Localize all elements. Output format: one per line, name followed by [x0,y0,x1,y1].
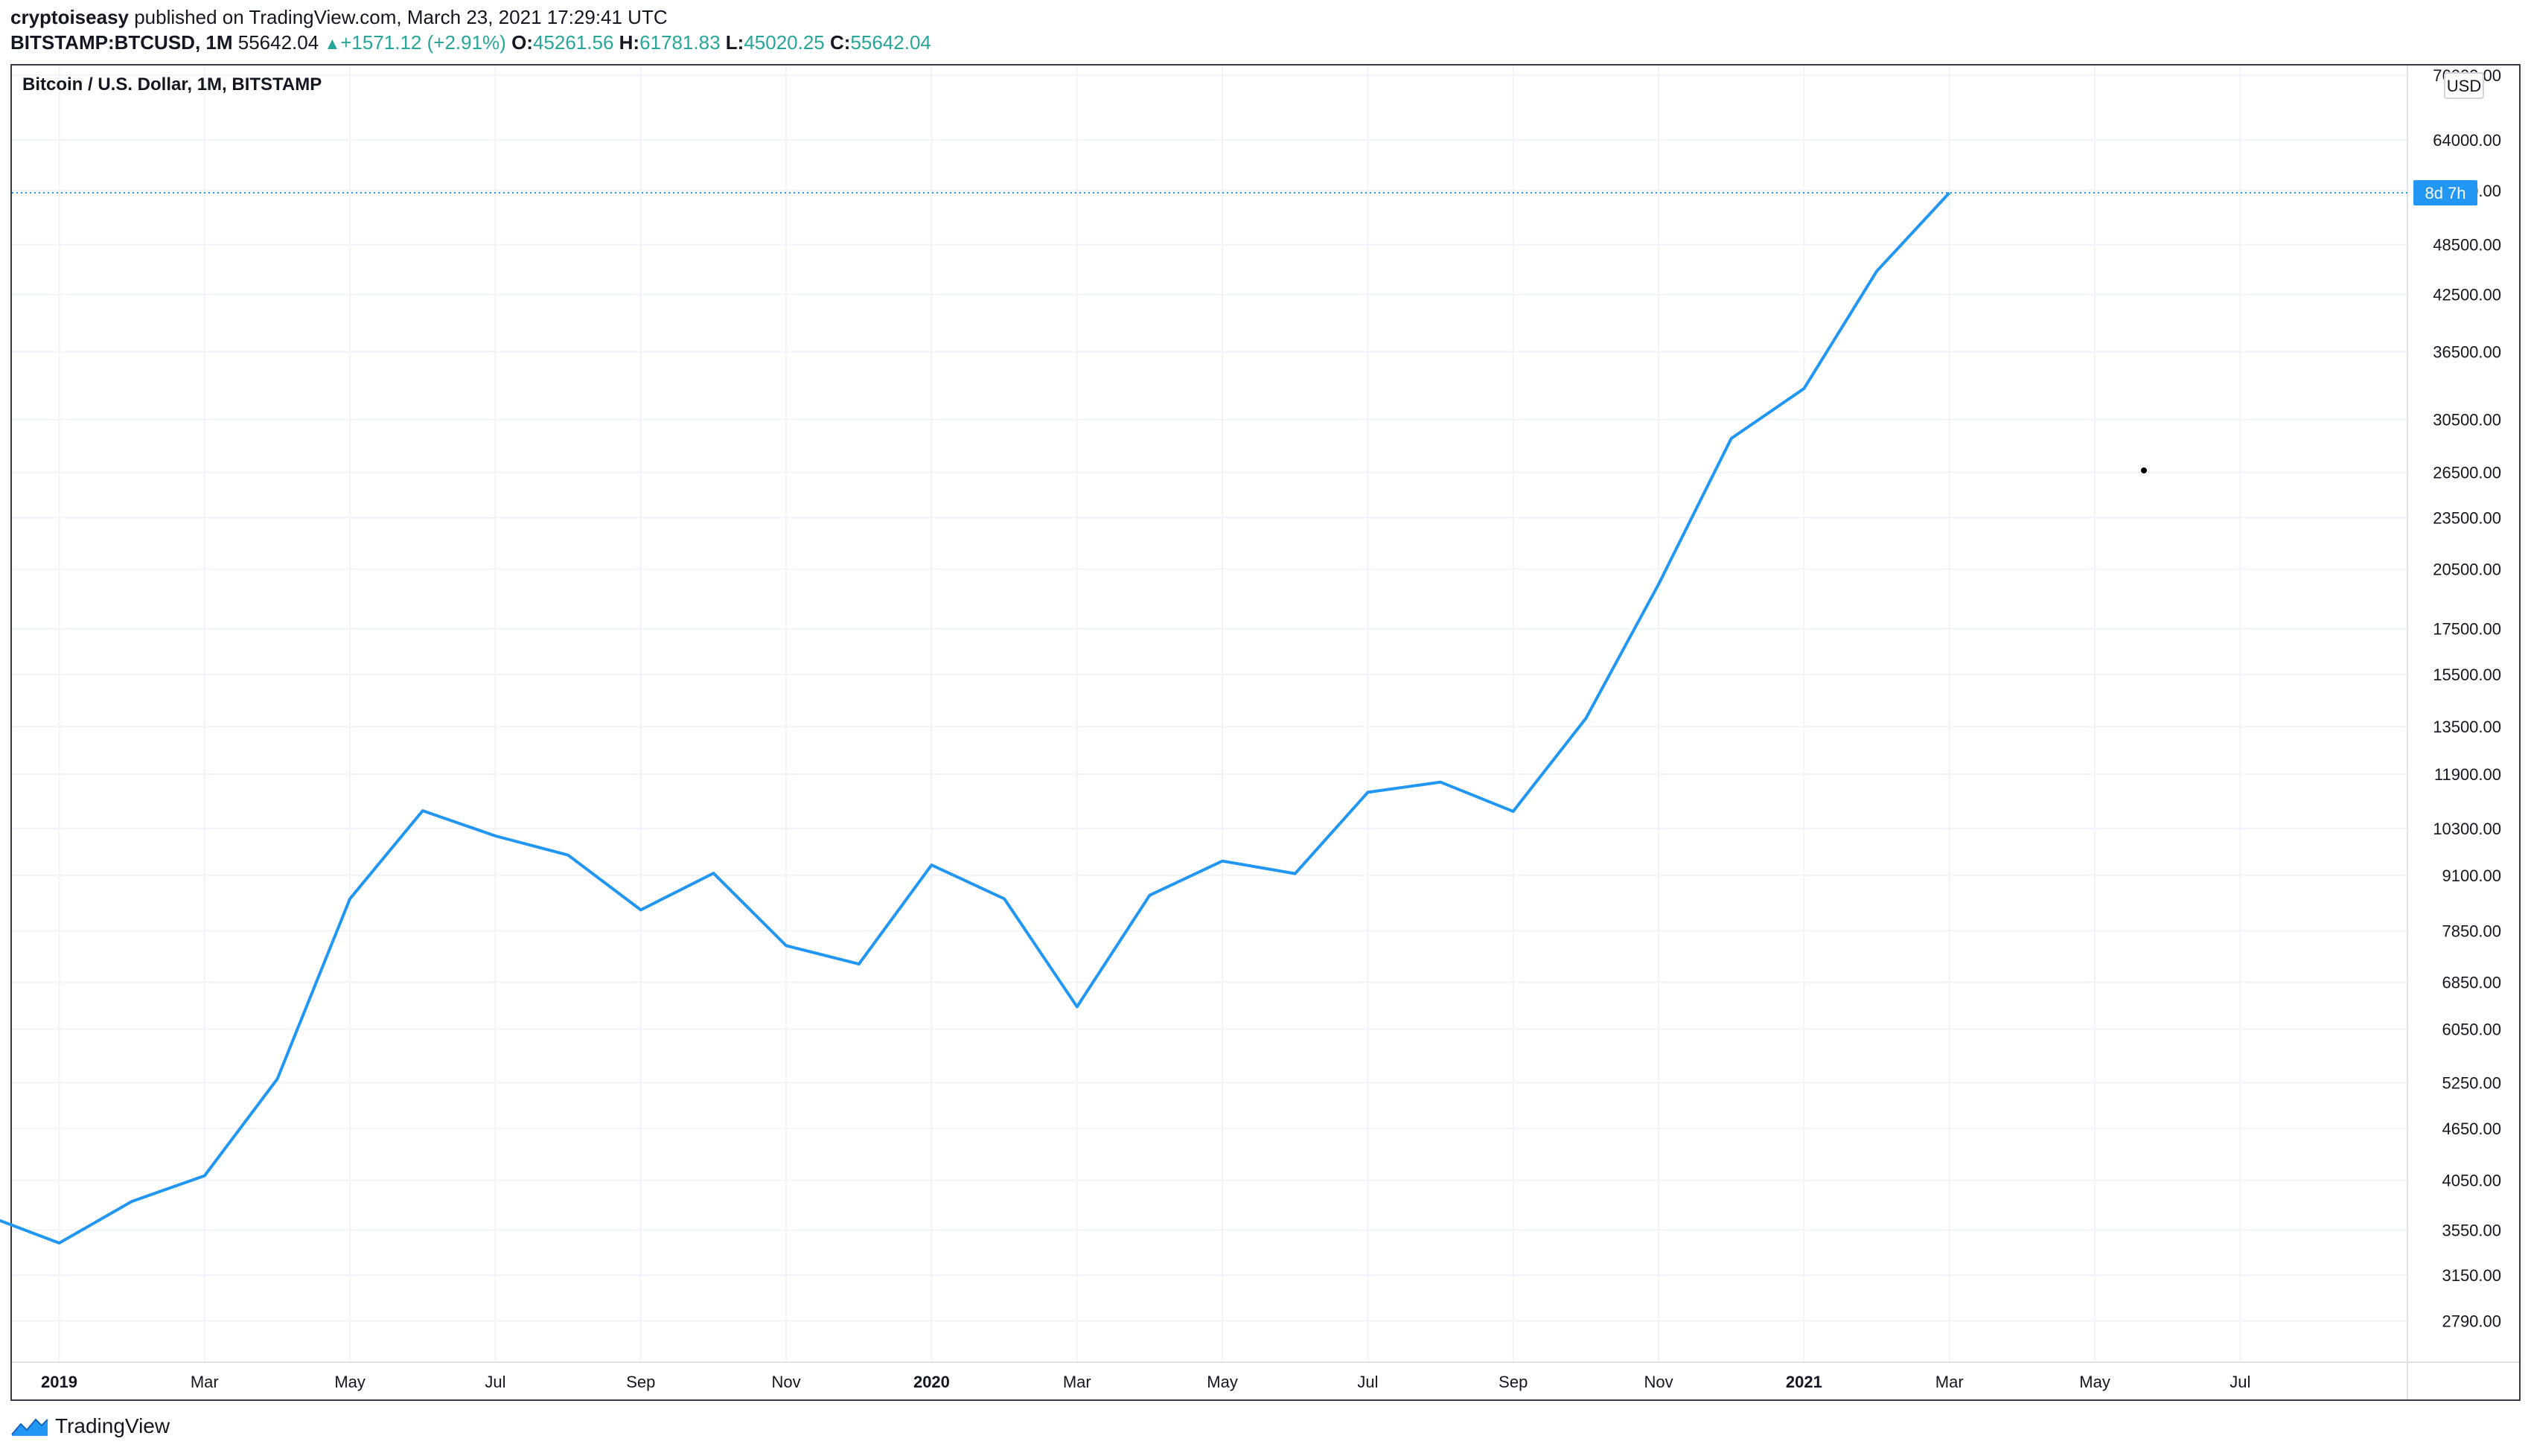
y-tick-label: 5250.00 [2442,1073,2501,1092]
low-value: 45020.25 [744,31,825,54]
data-point [1511,809,1516,814]
cursor-dot [2141,467,2147,473]
y-tick-label: 23500.00 [2433,508,2501,527]
x-tick-label: 2021 [1786,1373,1822,1391]
last-price: 55642.04 [237,31,319,54]
data-point [275,1077,279,1082]
chart-header: cryptoiseasy published on TradingView.co… [10,4,931,57]
y-tick-label: 6850.00 [2442,974,2501,992]
x-tick-label: May [334,1373,366,1391]
y-tick-label: 36500.00 [2433,343,2501,362]
y-tick-label: 17500.00 [2433,620,2501,639]
y-tick-label: 13500.00 [2433,718,2501,736]
y-tick-label: 42500.00 [2433,285,2501,304]
x-tick-label: Mar [191,1373,219,1391]
data-point [711,871,715,875]
chart-title: Bitcoin / U.S. Dollar, 1M, BITSTAMP [22,74,322,95]
x-tick-label: Nov [772,1373,801,1391]
data-point [1947,191,1952,195]
currency-badge [2444,72,2484,99]
data-point [1729,436,1734,441]
tradingview-logo-icon [11,1418,48,1436]
low-label: L: [725,31,744,54]
last-price-badge [2413,180,2477,206]
y-tick-label: 2790.00 [2442,1312,2501,1330]
high-label: H: [619,31,640,54]
data-point [1147,893,1152,898]
chart-frame[interactable] [10,64,2521,1401]
y-tick-label: 4650.00 [2442,1120,2501,1138]
data-point [202,1174,207,1178]
close-value: 55642.04 [850,31,931,54]
ohlc-line: BITSTAMP:BTCUSD, 1M 55642.04 ▲+1571.12 (… [10,30,931,57]
data-point [493,834,497,838]
high-value: 61781.83 [639,31,721,54]
data-point [130,1199,134,1204]
data-point [929,863,933,867]
close-label: C: [830,31,851,54]
y-tick-label: 15500.00 [2433,665,2501,684]
x-tick-label: 2020 [913,1373,950,1391]
tradingview-footer[interactable]: TradingView [10,1414,170,1438]
currency-badge-text: USD [2447,77,2481,95]
data-point [566,853,570,858]
data-point [1874,269,1879,273]
data-point [1583,716,1588,721]
data-point [421,808,425,813]
x-tick-label: Sep [626,1373,655,1391]
data-point [1656,582,1661,587]
y-tick-label: 3150.00 [2442,1266,2501,1285]
publish-text: published on TradingView.com, March 23, … [134,6,668,28]
data-point [1075,1004,1079,1009]
symbol-label: BITSTAMP:BTCUSD, 1M [10,31,233,54]
open-value: 45261.56 [532,31,614,54]
y-tick-label: 48500.00 [2433,236,2501,255]
data-point [1801,386,1806,391]
data-point [57,1241,61,1245]
x-tick-label: 2019 [41,1373,77,1391]
y-tick-label: 4050.00 [2442,1172,2501,1190]
data-point [1220,859,1225,863]
y-tick-label: 6050.00 [2442,1021,2501,1039]
last-price-badge-text: 8d 7h [2425,184,2465,202]
x-tick-label: Nov [1644,1373,1673,1391]
open-label: O: [511,31,533,54]
x-tick-label: Jul [1357,1373,1378,1391]
y-tick-label: 10300.00 [2433,820,2501,838]
author-name[interactable]: cryptoiseasy [10,6,129,28]
price-change: +1571.12 (+2.91%) [340,31,506,54]
y-tick-label: 30500.00 [2433,410,2501,429]
y-tick-label: 9100.00 [2442,866,2501,885]
data-point [1002,896,1006,901]
data-point [1365,790,1370,794]
x-tick-label: May [2079,1373,2110,1391]
x-tick-label: Mar [1935,1373,1964,1391]
data-point [784,943,788,948]
data-point [348,896,352,901]
y-tick-label: 20500.00 [2433,561,2501,579]
x-tick-label: Jul [2230,1373,2250,1391]
data-point [639,907,643,912]
data-point [857,962,861,966]
y-tick-label: 11900.00 [2434,765,2501,784]
x-tick-label: Jul [485,1373,505,1391]
y-tick-label: 64000.00 [2433,131,2501,150]
y-tick-label: 7850.00 [2442,922,2501,941]
data-point [1293,872,1298,876]
btc-price-line [0,191,1951,1245]
x-tick-label: May [1207,1373,1238,1391]
data-point [1438,780,1443,785]
publish-line: cryptoiseasy published on TradingView.co… [10,4,931,30]
tradingview-brand: TradingView [55,1414,170,1437]
x-tick-label: Sep [1499,1373,1528,1391]
x-tick-label: Mar [1063,1373,1091,1391]
y-tick-label: 26500.00 [2433,464,2501,482]
up-arrow-icon: ▲ [324,34,341,53]
y-tick-label: 3550.00 [2442,1221,2501,1239]
